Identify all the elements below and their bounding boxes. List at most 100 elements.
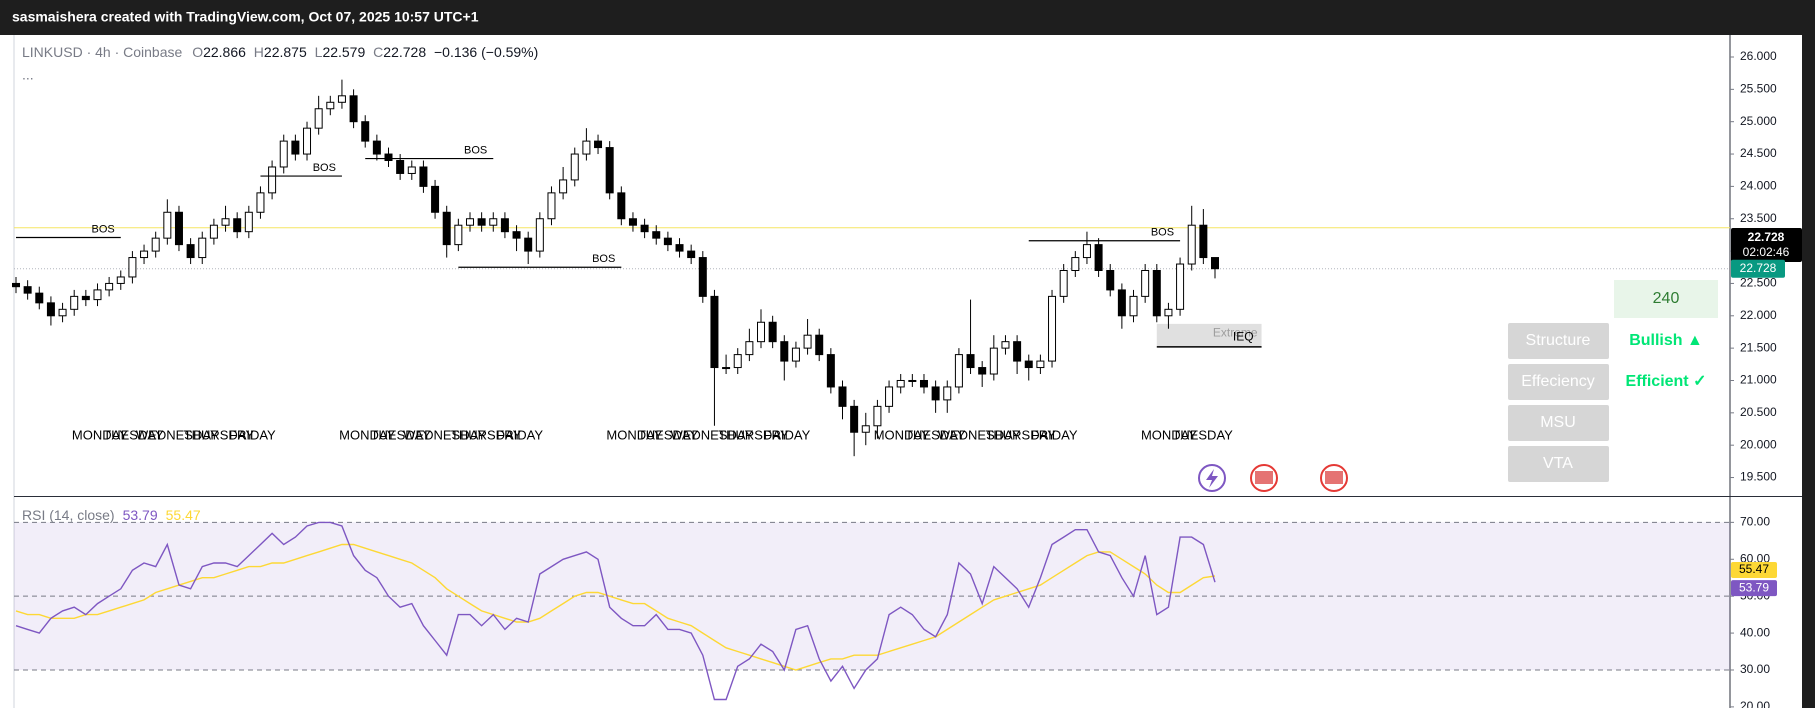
candle-body bbox=[372, 140, 381, 155]
candle-body bbox=[745, 341, 754, 356]
candle-body bbox=[465, 218, 474, 226]
day-label: TUESDAY bbox=[103, 427, 164, 442]
candle-body bbox=[978, 367, 987, 375]
bos-label: BOS bbox=[1151, 227, 1174, 239]
candle-body bbox=[908, 379, 917, 382]
day-label: FRIDAY bbox=[1031, 427, 1078, 442]
day-label: THURSDAY bbox=[718, 427, 789, 442]
header-bar bbox=[0, 0, 1815, 35]
candle-body bbox=[989, 347, 998, 375]
candle-body bbox=[70, 295, 79, 310]
candle-body bbox=[512, 231, 521, 239]
candle-body bbox=[628, 218, 637, 226]
candle-body bbox=[128, 257, 137, 278]
candle-body bbox=[12, 282, 20, 288]
candle-body bbox=[1176, 263, 1185, 310]
candle-body bbox=[233, 218, 242, 233]
day-label: TUESDAY bbox=[905, 427, 966, 442]
y-tick-label: 20.00 bbox=[1740, 699, 1770, 708]
high-label: H bbox=[254, 44, 264, 60]
day-label: WEDNESDAY bbox=[938, 427, 1021, 442]
candle-body bbox=[1059, 269, 1068, 297]
y-tick-label: 22.000 bbox=[1740, 308, 1777, 322]
rsi-tag-label: 55.47 bbox=[1739, 562, 1769, 576]
candle-body bbox=[256, 192, 265, 213]
rsi-line bbox=[15, 543, 1216, 671]
candle-body bbox=[885, 386, 894, 407]
rsi-tag bbox=[1731, 561, 1777, 578]
candle-body bbox=[524, 237, 533, 252]
day-label: THURSDAY bbox=[985, 427, 1056, 442]
y-tick-label: 20.000 bbox=[1740, 437, 1777, 451]
y-tick-label: 21.000 bbox=[1740, 373, 1777, 387]
close-value: 22.728 bbox=[383, 44, 426, 60]
symbol: LINKUSD · 4h · Coinbase bbox=[22, 44, 183, 60]
panel-label: MSU bbox=[1540, 414, 1576, 431]
day-label: FRIDAY bbox=[229, 427, 276, 442]
candle-body bbox=[337, 95, 346, 103]
candle-body bbox=[966, 354, 975, 369]
day-label: THURSDAY bbox=[184, 427, 255, 442]
bos-label: BOS bbox=[92, 223, 115, 235]
panel-label-box bbox=[1508, 364, 1609, 400]
y-tick-label: 30.00 bbox=[1740, 662, 1770, 676]
candle-body bbox=[419, 166, 428, 187]
candle-body bbox=[1048, 295, 1057, 362]
day-label: WEDNESDAY bbox=[670, 427, 753, 442]
candle-body bbox=[477, 218, 486, 226]
day-label: MONDAY bbox=[72, 427, 128, 442]
candle-body bbox=[791, 347, 800, 362]
candle-body bbox=[698, 257, 707, 297]
candle-body bbox=[163, 211, 172, 239]
candle-body bbox=[570, 153, 579, 181]
candle-body bbox=[1071, 257, 1080, 271]
y-tick-label: 21.500 bbox=[1740, 340, 1777, 354]
panel-state: Efficient ✓ bbox=[1626, 373, 1707, 390]
bos-label: BOS bbox=[592, 253, 615, 265]
candle-body bbox=[279, 140, 288, 168]
candle-body bbox=[489, 218, 498, 226]
y-tick-label: 70.00 bbox=[1740, 515, 1770, 529]
candle-body bbox=[186, 244, 195, 259]
candle-body bbox=[1013, 341, 1022, 362]
candle-body bbox=[431, 185, 440, 213]
flag-icon-body bbox=[1255, 471, 1273, 484]
low-label: L bbox=[315, 44, 323, 60]
candle-body bbox=[815, 334, 824, 356]
candle-body bbox=[931, 386, 940, 401]
candle-body bbox=[757, 321, 766, 343]
rsi-title: RSI (14, close) bbox=[22, 507, 115, 523]
day-label: TUESDAY bbox=[638, 427, 699, 442]
candle-body bbox=[850, 405, 859, 433]
y-tick-label: 24.000 bbox=[1740, 179, 1777, 193]
close-label: C bbox=[373, 44, 383, 60]
candle-body bbox=[943, 386, 952, 401]
rsi-tag bbox=[1731, 580, 1777, 597]
candle-body bbox=[861, 425, 870, 433]
candle-body bbox=[349, 95, 358, 123]
candle-body bbox=[1129, 295, 1138, 317]
day-label: MONDAY bbox=[874, 427, 930, 442]
candle-body bbox=[617, 192, 626, 220]
candle-body bbox=[1082, 244, 1091, 259]
candle-body bbox=[35, 292, 44, 304]
panel-label: Effeciency bbox=[1521, 373, 1595, 390]
rsi-legend: RSI (14, close) 53.79 55.47 bbox=[22, 507, 201, 523]
legend-more[interactable]: ... bbox=[22, 67, 34, 83]
candle-body bbox=[1211, 257, 1219, 270]
panel-label-box bbox=[1508, 446, 1609, 482]
y-tick-label: 23.500 bbox=[1740, 211, 1777, 225]
y-tick-label: 20.500 bbox=[1740, 405, 1777, 419]
rsi-tag-label: 53.79 bbox=[1739, 580, 1769, 594]
candle-body bbox=[1187, 224, 1196, 265]
rsi-value: 55.47 bbox=[166, 507, 201, 523]
candle-body bbox=[1199, 224, 1208, 259]
day-label: TUESDAY bbox=[1172, 427, 1233, 442]
day-label: MONDAY bbox=[606, 427, 662, 442]
candle-body bbox=[663, 237, 672, 246]
candle-body bbox=[244, 211, 253, 233]
candle-body bbox=[442, 211, 451, 246]
bos-label: BOS bbox=[464, 144, 487, 156]
candle-body bbox=[93, 289, 102, 301]
